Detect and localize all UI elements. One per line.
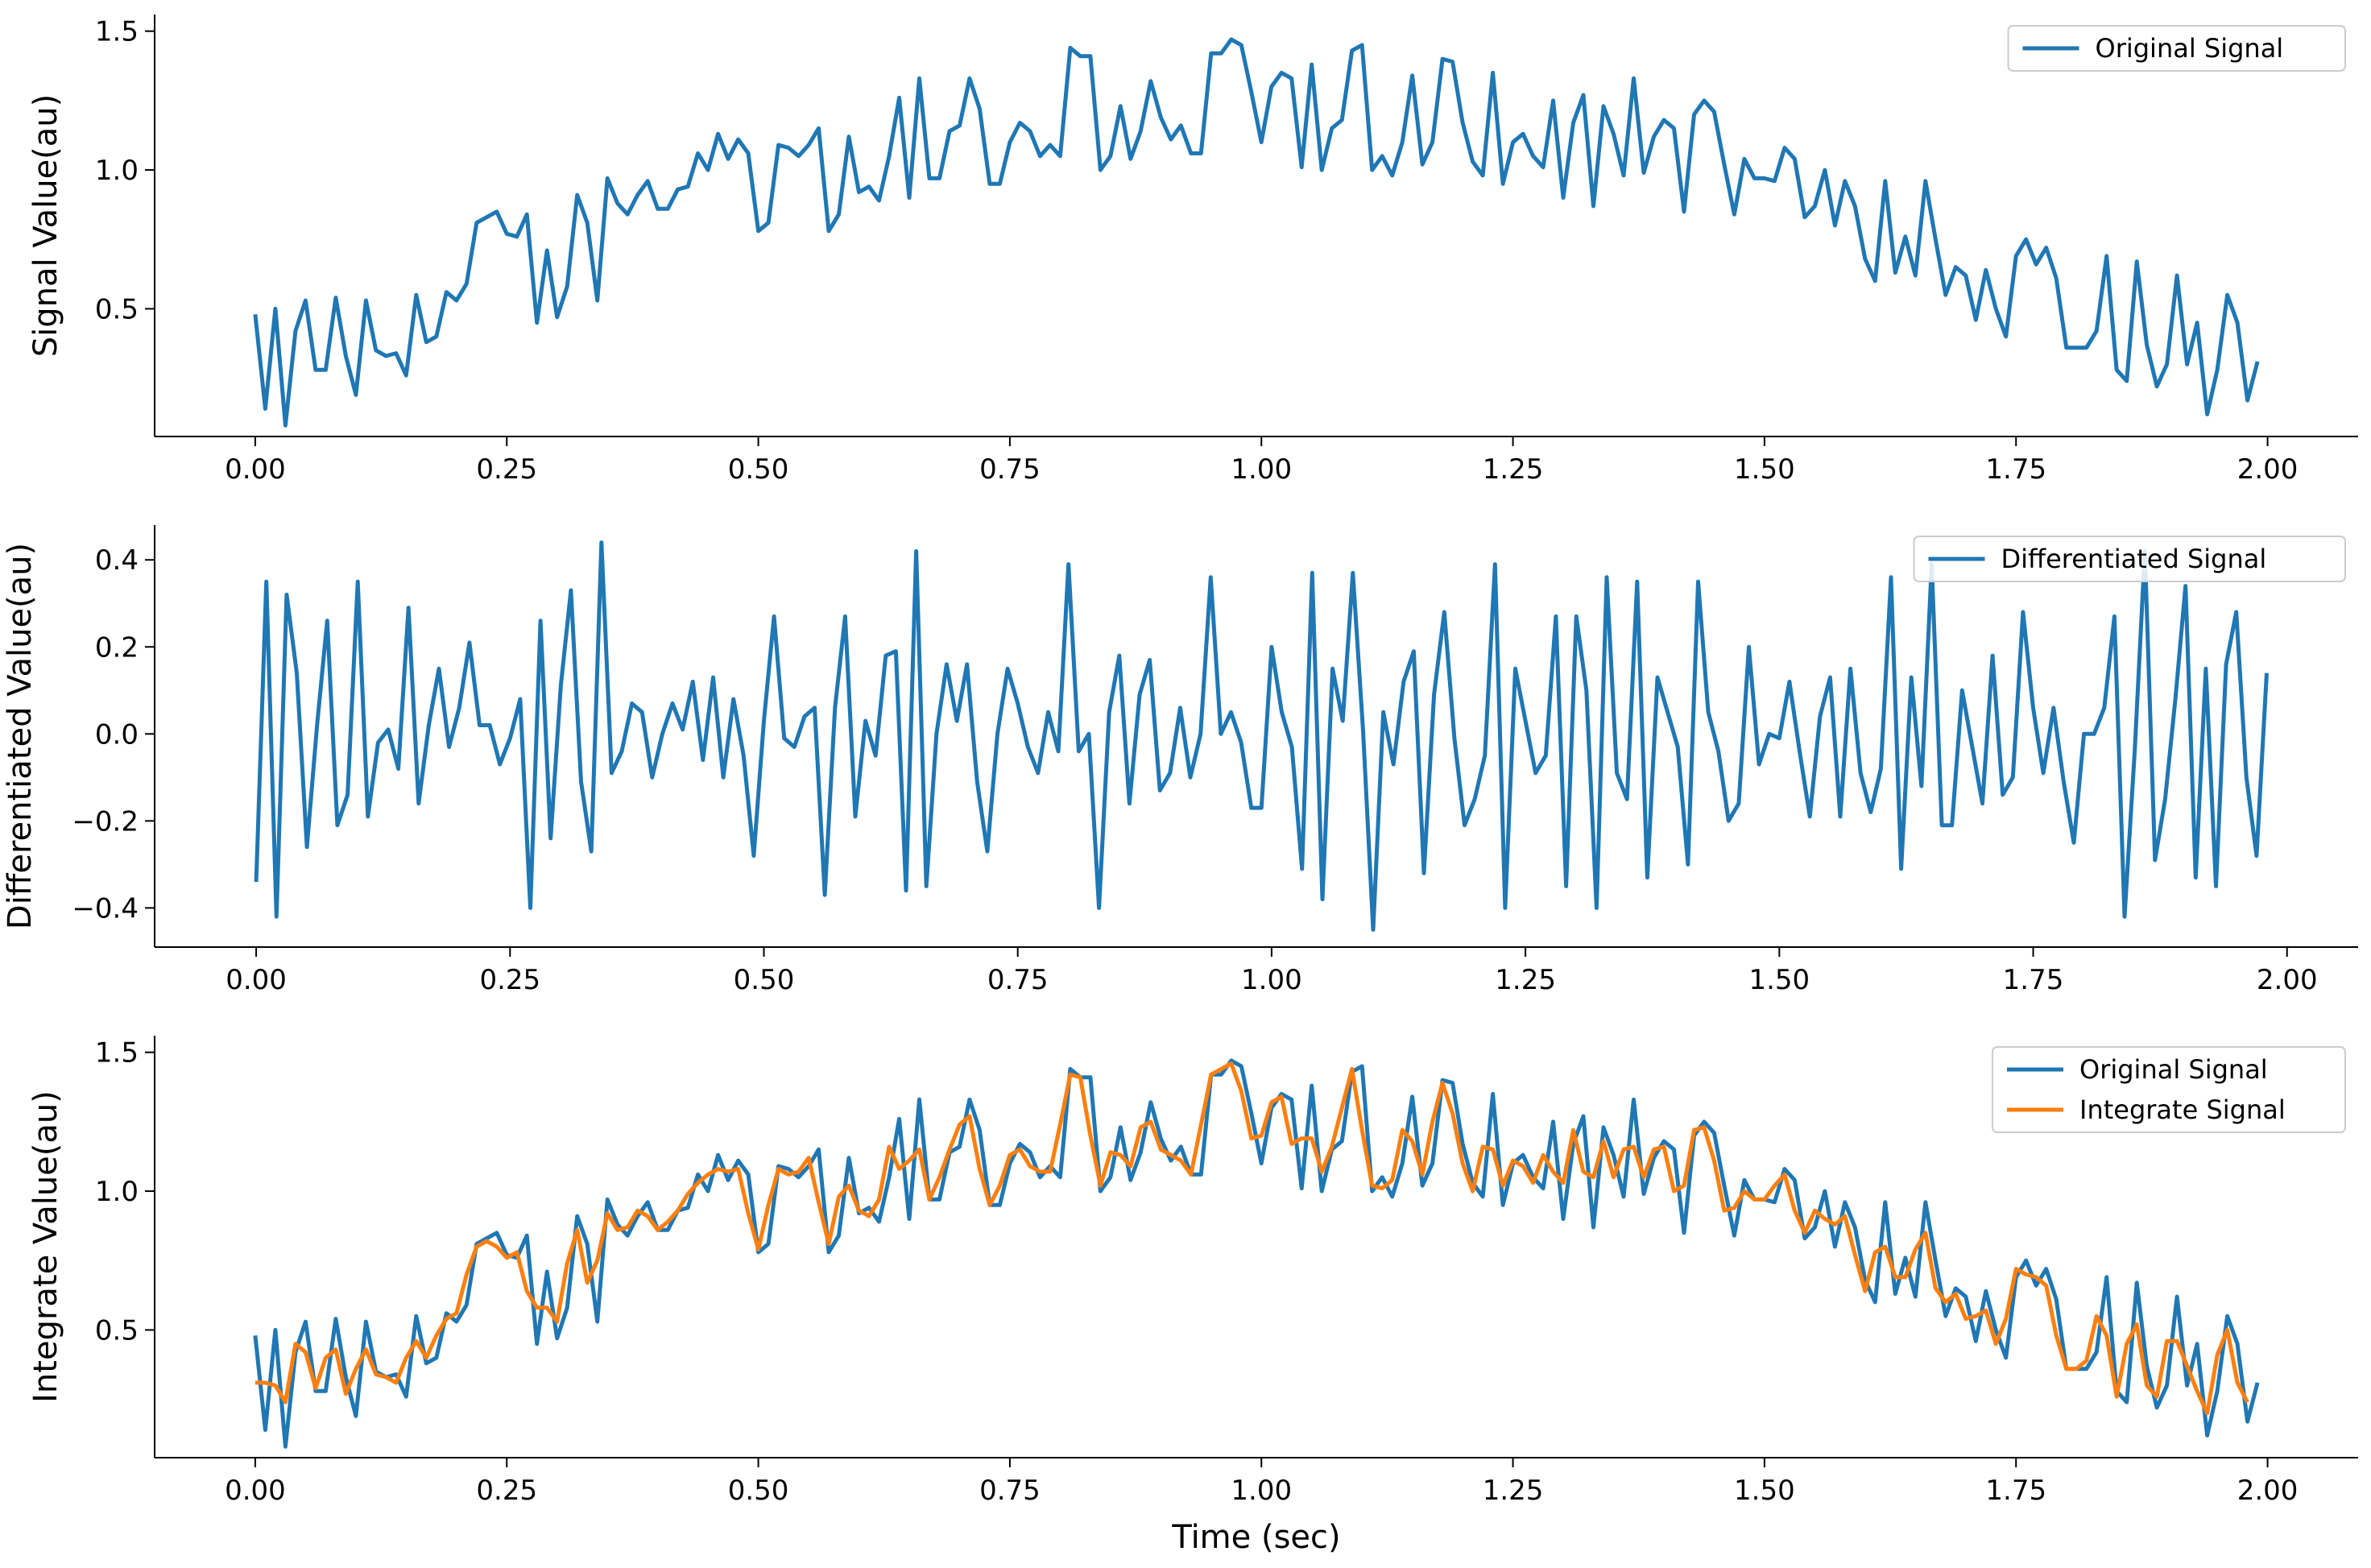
x-tick-label: 2.00: [2237, 1475, 2299, 1507]
x-tick-label: 2.00: [2237, 453, 2299, 486]
x-tick-label: 1.50: [1734, 1475, 1795, 1507]
x-tick-label: 1.75: [2003, 964, 2064, 996]
x-tick-label: 0.50: [728, 1475, 789, 1507]
legend-frame: [2007, 25, 2346, 72]
y-tick-label: −0.2: [72, 805, 139, 838]
y-tick-label: 1.0: [95, 155, 139, 187]
legend-entry: Original Signal: [2079, 1054, 2268, 1085]
x-tick-label: 0.50: [728, 453, 789, 486]
subplot-3: 0.00 0.25 0.50 0.75 1.00 1.25 1.50 1.75 2.00 0.5 1…: [27, 1036, 2358, 1556]
x-tick-label: 1.00: [1241, 964, 1302, 996]
series-line-1: [253, 37, 2260, 428]
x-tick-label: 0.00: [226, 964, 287, 996]
y-axis-label: Integrate Value(au): [27, 1090, 64, 1403]
x-tick-label: 0.75: [979, 453, 1041, 486]
y-tick-label: 0.0: [95, 718, 139, 751]
x-tick-label: 1.25: [1483, 1475, 1544, 1507]
legend: Original Signal: [2007, 25, 2346, 72]
x-tick-label: 1.75: [1985, 1475, 2046, 1507]
x-tick-label: 2.00: [2257, 964, 2318, 996]
x-tick-label: 1.00: [1231, 453, 1292, 486]
x-tick-label: 1.50: [1734, 453, 1795, 486]
legend: Differentiated Signal: [1913, 536, 2346, 582]
x-tick-label: 1.00: [1231, 1475, 1292, 1507]
series-line-2: [254, 1061, 2249, 1416]
y-tick-label: −0.4: [72, 892, 139, 925]
subplot-2: 0.00 0.25 0.50 0.75 1.00 1.25 1.50 1.75 2.00 −0.4…: [2, 525, 2358, 996]
y-tick-label: 0.4: [95, 544, 139, 577]
x-tick-label: 1.25: [1495, 964, 1556, 996]
x-tick-label: 0.75: [979, 1475, 1041, 1507]
legend-frame: [1913, 536, 2346, 582]
y-tick-label: 1.0: [95, 1176, 139, 1208]
subplot-1: 0.00 0.25 0.50 0.75 1.00 1.25 1.50 1.75 2.00 0.5 1…: [27, 14, 2358, 486]
x-tick-label: 0.00: [225, 453, 286, 486]
legend: Original Signal Integrate Signal: [1992, 1046, 2346, 1133]
y-tick-label: 0.5: [95, 1314, 139, 1347]
y-axis-label: Signal Value(au): [27, 94, 64, 358]
x-axis-label: Time (sec): [1171, 1519, 1340, 1556]
series-line-1: [254, 540, 2269, 932]
y-tick-label: 1.5: [95, 1037, 139, 1069]
y-tick-label: 1.5: [95, 16, 139, 48]
legend-frame: [1992, 1046, 2346, 1133]
legend-entry: Differentiated Signal: [2001, 544, 2267, 574]
x-tick-label: 1.50: [1748, 964, 1810, 996]
x-tick-label: 0.25: [476, 453, 537, 486]
x-tick-label: 1.75: [1985, 453, 2046, 486]
series-line-1: [253, 1058, 2260, 1449]
x-tick-label: 0.25: [479, 964, 540, 996]
y-tick-label: 0.2: [95, 631, 139, 664]
x-tick-label: 0.25: [476, 1475, 537, 1507]
y-axis-label: Differentiated Value(au): [2, 543, 39, 929]
y-tick-label: 0.5: [95, 293, 139, 325]
x-tick-label: 0.75: [987, 964, 1049, 996]
x-tick-label: 0.00: [225, 1475, 286, 1507]
legend-entry: Integrate Signal: [2079, 1094, 2286, 1125]
x-tick-label: 1.25: [1483, 453, 1544, 486]
legend-entry: Original Signal: [2096, 33, 2284, 64]
x-tick-label: 0.50: [734, 964, 795, 996]
